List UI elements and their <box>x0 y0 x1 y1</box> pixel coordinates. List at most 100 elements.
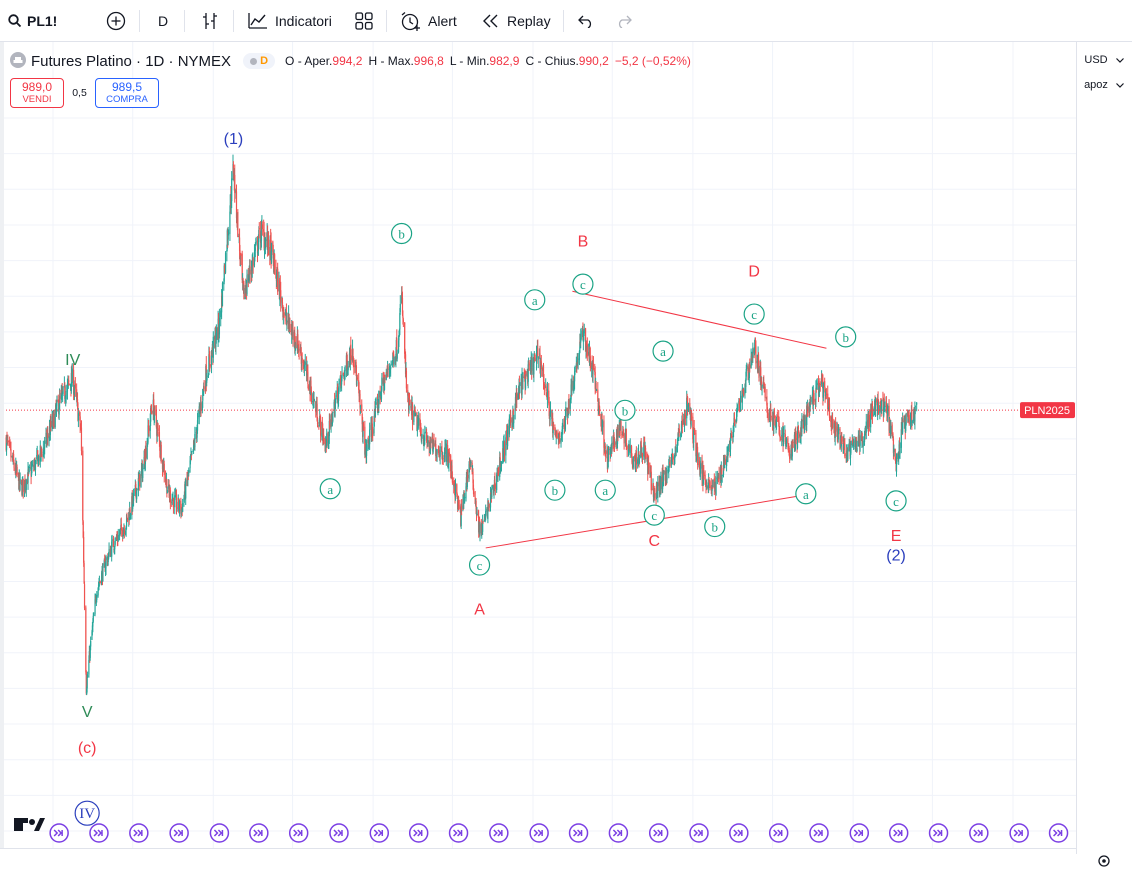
candle-body <box>819 383 821 385</box>
candle-body <box>884 405 886 407</box>
candle-body <box>31 463 34 466</box>
time-scale[interactable] <box>0 848 1076 877</box>
event-marker-circle <box>529 823 549 843</box>
candle-body <box>286 319 288 323</box>
candle-body <box>779 438 782 441</box>
unit-selector[interactable]: apoz <box>1078 74 1130 96</box>
candle-body <box>146 442 148 459</box>
candle-body <box>724 459 726 465</box>
wave-label-circle <box>835 326 857 348</box>
candle-body <box>111 541 113 557</box>
candle-body <box>361 404 363 413</box>
event-marker-chevron <box>977 829 982 837</box>
candle-body <box>143 456 146 467</box>
redo-button[interactable] <box>616 0 632 42</box>
candle-body <box>411 406 414 424</box>
candle-body <box>770 416 772 418</box>
legend-title[interactable]: Futures Platino · 1D · NYMEX <box>31 52 232 70</box>
candle-body <box>835 422 837 431</box>
candle-body <box>215 341 217 347</box>
candle-body <box>896 453 898 459</box>
logo-part <box>14 818 23 831</box>
event-marker-circle <box>768 823 789 843</box>
candle-body <box>102 564 104 582</box>
candle-body <box>256 239 259 254</box>
symbol-search[interactable]: PL1! <box>8 0 57 42</box>
candle-body <box>297 334 299 352</box>
candle-body <box>319 420 322 436</box>
event-marker-chevron <box>1057 829 1062 837</box>
event-marker-icon <box>568 823 589 843</box>
candle-body <box>895 457 898 473</box>
indicators-button[interactable]: Indicatori <box>248 0 332 42</box>
candle-body <box>646 453 648 459</box>
wave-label-circle <box>704 515 726 538</box>
candle-body <box>620 421 622 434</box>
undo-button[interactable] <box>578 0 594 42</box>
indicators-label: Indicatori <box>275 13 332 29</box>
candle-body <box>408 400 411 405</box>
buy-button[interactable]: 989,5 COMPRA <box>95 78 159 108</box>
candle-body <box>24 478 26 488</box>
candle-body <box>514 408 516 420</box>
candle-body <box>657 482 659 498</box>
candle-body <box>795 432 797 440</box>
candle-body <box>210 350 213 366</box>
candle-body <box>381 377 383 390</box>
add-symbol-button[interactable] <box>106 0 126 42</box>
event-marker-circle <box>448 823 469 843</box>
event-marker-circle <box>249 823 269 843</box>
replay-button[interactable]: Replay <box>481 0 551 42</box>
candle-body <box>22 478 24 492</box>
candle-body <box>34 460 37 470</box>
candle-body <box>559 432 561 443</box>
candle-body <box>579 341 581 353</box>
candle-body <box>228 232 230 234</box>
candle-body <box>99 581 101 583</box>
candle-body <box>93 614 95 616</box>
price-scale[interactable] <box>1076 42 1132 854</box>
candle-body <box>721 475 723 477</box>
candle-body <box>494 484 496 489</box>
candle-body <box>47 433 49 438</box>
candle-body <box>145 447 147 458</box>
event-marker-icon <box>329 823 349 843</box>
wave-label: b <box>398 227 405 242</box>
candle-body <box>401 297 404 315</box>
event-marker-circle <box>608 823 629 843</box>
wave-label-circle <box>652 340 674 362</box>
candle-body <box>215 327 217 340</box>
candle-body <box>398 336 400 341</box>
currency-selector[interactable]: USD <box>1078 49 1130 71</box>
candle-body <box>390 363 392 366</box>
candle-body <box>301 357 303 363</box>
event-marker-icon <box>249 823 269 843</box>
candle-body <box>527 364 529 382</box>
open-label: O <box>285 54 295 68</box>
candle-body <box>50 420 52 427</box>
candle-body <box>625 429 627 447</box>
candle-body <box>373 421 375 434</box>
candle-body <box>200 402 202 410</box>
candle-body <box>71 368 73 384</box>
event-marker-chevron <box>857 829 863 837</box>
candle-body <box>171 498 173 505</box>
candle-body <box>439 446 441 457</box>
market-status-badge[interactable]: D <box>243 53 276 69</box>
wave-label: a <box>327 482 333 497</box>
candle-body <box>9 442 11 446</box>
chart-style-button[interactable] <box>201 0 219 42</box>
candle-body <box>713 478 715 489</box>
event-marker-circle <box>648 823 669 843</box>
candle-body <box>68 380 70 383</box>
candle-body <box>871 403 874 417</box>
candle-body <box>89 645 91 658</box>
templates-button[interactable] <box>355 0 373 42</box>
add-symbol-icon <box>106 11 126 31</box>
interval-button[interactable]: D <box>158 0 168 42</box>
candle-body <box>101 572 103 585</box>
candle-body <box>548 401 550 416</box>
sell-button[interactable]: 989,0 VENDI <box>10 78 64 108</box>
alert-button[interactable]: Alert <box>400 0 457 42</box>
